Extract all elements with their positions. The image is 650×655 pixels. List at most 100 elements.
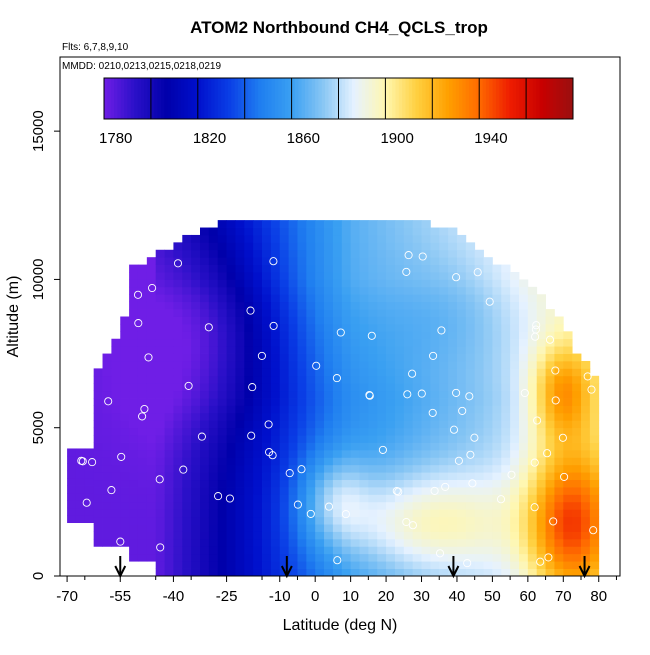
heatmap-cell xyxy=(200,442,210,451)
heatmap-cell xyxy=(297,390,307,399)
heatmap-cell xyxy=(137,316,148,325)
heatmap-cell xyxy=(350,264,360,273)
heatmap-cell xyxy=(102,390,112,399)
observation-marker xyxy=(378,445,387,454)
heatmap-cell xyxy=(297,457,307,466)
heatmap-cell xyxy=(563,457,573,466)
heatmap-cell xyxy=(439,390,449,399)
colorbar-segment xyxy=(455,78,460,119)
heatmap-cell xyxy=(324,561,334,569)
heatmap-cell xyxy=(394,220,405,228)
heatmap-cell xyxy=(501,375,511,384)
x-tick-label: -40 xyxy=(163,588,185,605)
heatmap-cell xyxy=(412,257,422,265)
heatmap-cell xyxy=(173,568,183,577)
heatmap-cell xyxy=(306,375,316,384)
heatmap-cell xyxy=(297,561,307,569)
heatmap-cell xyxy=(137,360,148,369)
heatmap-cell xyxy=(288,516,298,525)
heatmap-cell xyxy=(492,501,502,510)
heatmap-cell xyxy=(350,309,360,317)
heatmap-cell xyxy=(315,442,325,451)
heatmap-cell xyxy=(510,427,520,436)
heatmap-cell xyxy=(430,568,440,577)
heatmap-cell xyxy=(386,338,396,347)
heatmap-cell xyxy=(456,286,467,295)
heatmap-cell xyxy=(297,301,307,310)
heatmap-cell xyxy=(226,257,236,265)
heatmap-cell xyxy=(412,546,422,555)
heatmap-cell xyxy=(589,412,600,421)
heatmap-cell xyxy=(226,264,236,273)
heatmap-cell xyxy=(164,286,174,295)
heatmap-cell xyxy=(182,301,192,310)
heatmap-cell xyxy=(332,242,343,251)
heatmap-cell xyxy=(324,227,334,236)
heatmap-cell xyxy=(146,427,157,436)
heatmap-cell xyxy=(173,368,183,377)
heatmap-cell xyxy=(510,346,520,354)
heatmap-cell xyxy=(217,301,227,310)
heatmap-cell xyxy=(120,449,130,458)
heatmap-cell xyxy=(288,524,298,532)
heatmap-cell xyxy=(421,449,431,458)
heatmap-cell xyxy=(589,405,600,414)
heatmap-cell xyxy=(518,286,529,295)
colorbar-segment xyxy=(542,78,547,119)
heatmap-cell xyxy=(111,405,121,414)
heatmap-cell xyxy=(403,323,414,332)
heatmap-cell xyxy=(518,494,529,503)
heatmap-cell xyxy=(510,279,520,288)
heatmap-cell xyxy=(350,301,360,310)
heatmap-cell xyxy=(350,368,360,377)
heatmap-cell xyxy=(501,464,511,473)
heatmap-cell xyxy=(483,427,493,436)
heatmap-cell xyxy=(430,553,440,562)
heatmap-cell xyxy=(350,553,360,562)
heatmap-cell xyxy=(430,487,440,495)
heatmap-cell xyxy=(297,420,307,429)
heatmap-cell xyxy=(297,257,307,265)
heatmap-cell xyxy=(262,227,272,236)
heatmap-cell xyxy=(297,494,307,503)
heatmap-cell xyxy=(200,375,210,384)
heatmap-cell xyxy=(129,323,139,332)
heatmap-cell xyxy=(386,257,396,265)
heatmap-cell xyxy=(581,561,591,569)
heatmap-cell xyxy=(456,464,467,473)
heatmap-cell xyxy=(386,472,396,481)
heatmap-cell xyxy=(386,546,396,555)
heatmap-cell xyxy=(448,286,458,295)
heatmap-cell xyxy=(368,316,378,325)
heatmap-cell xyxy=(341,338,352,347)
heatmap-cell xyxy=(412,264,422,273)
heatmap-cell xyxy=(368,301,378,310)
heatmap-cell xyxy=(155,309,165,317)
heatmap-cell xyxy=(129,464,139,473)
colorbar-segment xyxy=(184,78,189,119)
heatmap-cell xyxy=(120,516,130,525)
heatmap-cell xyxy=(483,412,493,421)
heatmap-cell xyxy=(191,331,201,340)
heatmap-cell xyxy=(474,316,484,325)
heatmap-cell xyxy=(589,501,600,510)
heatmap-cell xyxy=(386,524,396,532)
heatmap-cell xyxy=(270,220,281,228)
heatmap-cell xyxy=(244,501,254,510)
heatmap-cell xyxy=(191,301,201,310)
heatmap-cell xyxy=(412,479,422,488)
heatmap-cell xyxy=(244,516,254,525)
heatmap-cell xyxy=(368,546,378,555)
heatmap-cell xyxy=(235,301,245,310)
heatmap-cell xyxy=(359,420,369,429)
heatmap-cell xyxy=(217,398,227,406)
observation-marker xyxy=(107,486,116,495)
heatmap-cell xyxy=(164,375,174,384)
heatmap-cell xyxy=(306,487,316,495)
heatmap-cell xyxy=(465,568,476,577)
heatmap-cell xyxy=(120,538,130,547)
heatmap-cell xyxy=(262,546,272,555)
heatmap-cell xyxy=(554,412,564,421)
observation-marker xyxy=(533,416,542,425)
heatmap-cell xyxy=(155,249,165,258)
